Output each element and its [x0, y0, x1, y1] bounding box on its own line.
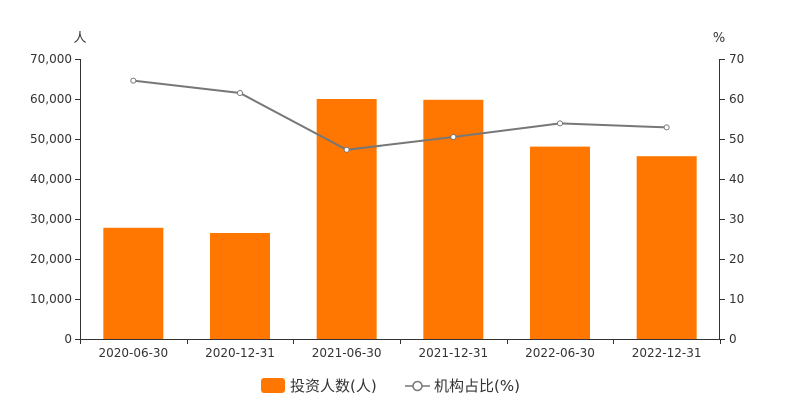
legend-label-line: 机构占比(%) [434, 377, 520, 395]
line-path [133, 79, 667, 151]
x-tick-label: 2022-06-30 [525, 346, 595, 360]
axes [80, 59, 720, 340]
left-tick-label: 50,000 [30, 132, 72, 146]
legend-line-marker [412, 380, 423, 392]
x-tick-label: 2020-06-30 [98, 346, 168, 360]
left-y-axis-ticks: 0 10,000 20,000 30,000 40,000 50,000 60,000 70,… [30, 52, 80, 346]
left-tick-label: 30,000 [30, 212, 72, 226]
bar[interactable] [103, 227, 164, 339]
left-tick-label: 60,000 [30, 92, 72, 106]
legend-item-bar[interactable]: 投资人数(人) [261, 377, 377, 395]
line-point[interactable] [237, 90, 243, 96]
legend-label-bar: 投资人数(人) [290, 377, 377, 395]
line-point[interactable] [663, 124, 670, 131]
right-tick-label: 50 [729, 132, 744, 146]
bar[interactable] [210, 233, 270, 339]
right-tick-label: 20 [729, 252, 744, 266]
right-tick-label: 70 [729, 52, 744, 66]
bar[interactable] [316, 99, 377, 339]
left-tick-label: 0 [64, 332, 72, 346]
left-tick-label: 20,000 [30, 252, 72, 266]
x-axis-ticks: 2020-06-30 2020-12-31 2021-06-30 2021-12-31… [80, 339, 721, 360]
legend[interactable]: 投资人数(人) 机构占比(%) [261, 377, 520, 395]
bar[interactable] [636, 156, 697, 339]
left-tick-label: 70,000 [30, 52, 72, 66]
right-tick-label: 0 [729, 332, 737, 346]
x-tick-label: 2022-12-31 [632, 346, 702, 360]
legend-bar-swatch [261, 378, 285, 393]
right-tick-label: 40 [729, 172, 744, 186]
line-point[interactable] [343, 146, 350, 153]
line-point[interactable] [450, 134, 457, 140]
bar-series [103, 99, 697, 339]
line-point[interactable] [557, 120, 563, 127]
x-tick-label: 2020-12-31 [205, 346, 275, 360]
left-tick-label: 10,000 [30, 292, 72, 306]
right-tick-label: 60 [729, 92, 744, 106]
x-tick-label: 2021-06-30 [312, 346, 382, 360]
right-tick-label: 30 [729, 212, 744, 226]
left-axis-unit: 人 [73, 31, 86, 46]
right-tick-label: 10 [729, 292, 744, 306]
right-y-axis-ticks: 0 10 20 30 40 50 60 70 [720, 52, 744, 346]
right-axis-unit: % [713, 31, 725, 46]
left-tick-label: 40,000 [30, 172, 72, 186]
line-point[interactable] [130, 77, 137, 84]
legend-item-line[interactable]: 机构占比(%) [405, 377, 520, 395]
bar[interactable] [530, 146, 590, 339]
x-tick-label: 2021-12-31 [418, 346, 488, 360]
line-series [130, 77, 670, 153]
